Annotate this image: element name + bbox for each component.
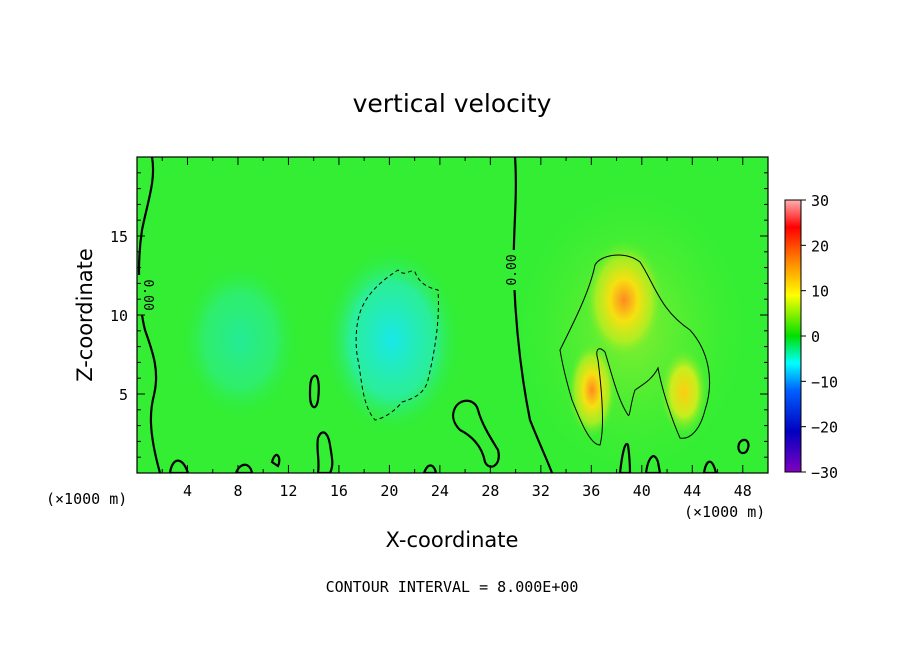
x-tick-label: 16 <box>330 482 348 500</box>
x-tick-label: 8 <box>233 482 242 500</box>
colorbar-ticks: 30 20 10 0 −10 −20 −30 <box>801 192 838 482</box>
contour-interval: CONTOUR INTERVAL = 8.000E+00 <box>326 578 579 596</box>
x-tick-label: 36 <box>582 482 600 500</box>
x-tick-label: 32 <box>532 482 550 500</box>
colorbar-tick-label: −10 <box>811 373 838 391</box>
chart-title: vertical velocity <box>353 89 552 118</box>
y-tick-label: 5 <box>119 386 128 404</box>
x-tick-label: 40 <box>633 482 651 500</box>
contour-label-right: 0.00 <box>505 254 520 285</box>
small-contour-9 <box>644 455 662 473</box>
colorbar-tick-label: 30 <box>811 192 829 210</box>
zero-contour-left <box>137 157 162 473</box>
small-contour-2 <box>308 374 320 409</box>
small-contour-7 <box>270 453 281 468</box>
x-tick-label: 12 <box>279 482 297 500</box>
x-tick-label: 20 <box>380 482 398 500</box>
x-axis-label: X-coordinate <box>386 528 519 552</box>
updraft-core-left <box>568 342 616 438</box>
positive-contour <box>559 254 711 446</box>
y-tick-label: 10 <box>110 307 128 325</box>
colorbar-tick-label: −30 <box>811 464 838 482</box>
x-tick-label: 48 <box>734 482 752 500</box>
negative-contour <box>355 269 439 421</box>
x-tick-label: 44 <box>683 482 701 500</box>
small-contour-8 <box>618 442 632 473</box>
y-axis-label: Z-coordinate <box>73 248 97 382</box>
velocity-field: 0.00 0.00 <box>137 157 768 473</box>
weak-downdraft-region <box>180 260 300 420</box>
colorbar-tick-label: 10 <box>811 283 829 301</box>
colorbar-tick-label: −20 <box>811 419 838 437</box>
updraft-core-right <box>660 348 708 436</box>
colorbar <box>784 199 802 473</box>
x-tick-label: 4 <box>183 482 192 500</box>
colorbar-tick-label: 20 <box>811 237 829 255</box>
small-contour-1 <box>452 399 500 468</box>
y-axis-ticks: 5 10 15 <box>110 172 768 458</box>
updraft-core-upper <box>584 240 664 360</box>
contour-label-left: 0.00 <box>140 279 155 310</box>
small-contour-4 <box>737 438 750 455</box>
x-axis-ticks: 4 8 12 16 20 24 28 32 36 40 44 48 <box>161 157 752 500</box>
x-unit-right: (×1000 m) <box>684 503 765 521</box>
small-contour-3 <box>316 431 334 473</box>
y-tick-label: 15 <box>110 228 128 246</box>
x-tick-label: 28 <box>481 482 499 500</box>
downdraft-region <box>322 245 462 435</box>
colorbar-tick-label: 0 <box>811 328 820 346</box>
zero-contour-right <box>512 157 554 473</box>
x-tick-label: 24 <box>431 482 449 500</box>
x-unit-left: (×1000 m) <box>46 490 127 508</box>
